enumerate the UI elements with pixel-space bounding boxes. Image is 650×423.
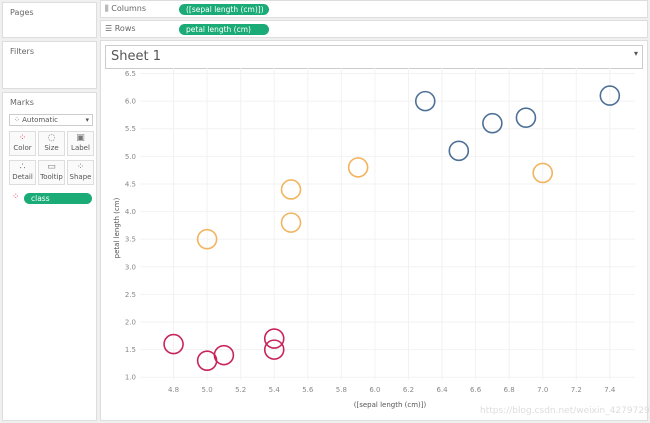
data-point	[599, 85, 621, 106]
color-dots-icon: ⁘	[18, 133, 27, 143]
color-dots-icon: ⁘	[12, 192, 20, 202]
columns-icon: ⫼	[105, 4, 109, 13]
x-tick-label: 7.0	[537, 386, 548, 394]
rows-shelf[interactable]: ☰ Rows petal length (cm)	[100, 20, 648, 38]
x-tick-label: 6.0	[369, 386, 380, 394]
columns-shelf[interactable]: ⫼ Columns ([sepal length (cm)])	[100, 0, 648, 18]
y-tick-label: 4.0	[125, 208, 136, 216]
rows-label: ☰ Rows	[105, 24, 136, 33]
y-tick-label: 5.5	[125, 125, 136, 133]
shape-icon: ⁘	[76, 162, 85, 172]
shape-button[interactable]: ⁘ Shape	[67, 160, 94, 185]
x-axis-title: ([sepal length (cm)])	[354, 401, 427, 409]
x-tick-label: 5.4	[269, 386, 281, 394]
tooltip-icon: ▭	[47, 162, 56, 172]
x-tick-label: 5.6	[302, 386, 314, 394]
shape-icon: ⁘	[14, 116, 20, 124]
x-tick-label: 5.2	[235, 386, 246, 394]
data-point	[163, 333, 184, 355]
x-tick-label: 5.8	[336, 386, 347, 394]
filters-shelf[interactable]: Filters	[2, 41, 97, 89]
y-tick-label: 3.0	[125, 263, 136, 271]
data-point	[515, 107, 537, 128]
columns-label: ⫼ Columns	[105, 4, 147, 13]
y-tick-label: 1.0	[125, 374, 136, 382]
y-tick-label: 3.5	[125, 236, 136, 244]
color-button[interactable]: ⁘ Color	[9, 131, 36, 156]
y-tick-label: 4.5	[125, 180, 136, 188]
data-point	[414, 90, 436, 112]
x-tick-label: 7.4	[604, 386, 616, 394]
detail-icon: ∴	[19, 162, 26, 172]
y-tick-label: 1.5	[125, 346, 136, 354]
chevron-down-icon: ▾	[85, 116, 89, 124]
size-icon: ◌	[47, 133, 56, 143]
data-point	[280, 212, 302, 233]
detail-button[interactable]: ∴ Detail	[9, 160, 36, 185]
marks-label: Marks	[10, 98, 34, 107]
rows-icon: ☰	[105, 24, 113, 33]
pages-label: Pages	[10, 8, 34, 17]
x-tick-label: 6.2	[403, 386, 414, 394]
data-point	[263, 339, 285, 360]
data-point	[532, 162, 554, 184]
label-button[interactable]: ▣ Label	[67, 131, 94, 156]
label-icon: ▣	[76, 133, 85, 143]
y-tick-label: 2.5	[125, 291, 136, 299]
data-point	[347, 157, 369, 178]
x-tick-label: 6.4	[436, 386, 448, 394]
marks-card: Marks ⁘ Automatic ▾ ⁘ Color ◌ Size ▣ Label …	[2, 92, 97, 421]
y-tick-label: 6.5	[125, 70, 136, 78]
mark-type-dropdown[interactable]: ⁘ Automatic ▾	[9, 114, 93, 126]
y-tick-label: 6.0	[125, 98, 136, 106]
columns-pill[interactable]: ([sepal length (cm)])	[179, 4, 269, 15]
y-tick-label: 2.0	[125, 319, 136, 327]
data-point	[280, 179, 302, 200]
tooltip-button[interactable]: ▭ Tooltip	[38, 160, 65, 185]
watermark: https://blog.csdn.net/weixin_42797297	[480, 406, 650, 416]
filters-label: Filters	[10, 47, 34, 56]
sheet-title[interactable]: Sheet 1 ▾	[105, 45, 643, 69]
data-point	[196, 228, 218, 250]
data-point	[263, 328, 285, 349]
size-button[interactable]: ◌ Size	[38, 131, 65, 156]
x-tick-label: 5.0	[202, 386, 213, 394]
x-tick-label: 6.6	[470, 386, 482, 394]
y-axis-title: petal length (cm)	[113, 197, 121, 258]
data-point	[482, 112, 503, 134]
data-point	[448, 140, 470, 162]
sheet-view: Sheet 1 ▾	[100, 40, 648, 421]
data-point	[213, 344, 235, 366]
rows-pill[interactable]: petal length (cm)	[179, 24, 269, 35]
x-tick-label: 4.8	[168, 386, 179, 394]
class-pill[interactable]: class	[24, 193, 92, 204]
chevron-down-icon: ▾	[633, 49, 638, 58]
x-tick-label: 6.8	[504, 386, 515, 394]
pages-shelf[interactable]: Pages	[2, 2, 97, 38]
y-tick-label: 5.0	[125, 153, 136, 161]
x-tick-label: 7.2	[571, 386, 582, 394]
